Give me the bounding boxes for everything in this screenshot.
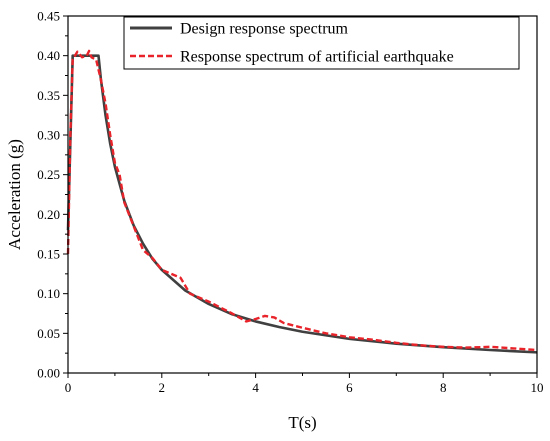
y-tick-label: 0.25 — [37, 167, 60, 182]
y-tick-label: 0.45 — [37, 9, 60, 24]
y-tick-label: 0.10 — [37, 286, 60, 301]
legend-label-design: Design response spectrum — [180, 21, 349, 38]
x-tick-label: 10 — [531, 380, 544, 395]
y-tick-label: 0.40 — [37, 48, 60, 63]
y-tick-label: 0.30 — [37, 128, 60, 143]
series-line-0 — [66, 54, 538, 354]
plot-frame — [67, 15, 538, 374]
series-line-1 — [66, 49, 538, 352]
series-layer — [66, 49, 538, 354]
x-axis-title: T(s) — [288, 413, 316, 432]
y-axis-title: Acceleration (g) — [5, 139, 24, 250]
y-tick-label: 0.20 — [37, 207, 60, 222]
legend-label-artificial: Response spectrum of artificial earthqua… — [180, 49, 454, 66]
ticks: 0 2 4 6 8 10 0.00 0.05 0.10 0.15 0.20 0.25 0.30 0.35 0… — [37, 9, 543, 396]
y-tick-label: 0.35 — [37, 88, 60, 103]
legend-box — [123, 16, 520, 70]
y-tick-label: 0.05 — [37, 326, 60, 341]
y-tick-label: 0.00 — [37, 366, 60, 381]
axes — [67, 15, 538, 374]
x-tick-label: 4 — [252, 380, 259, 395]
legend: Design response spectrum Response spectr… — [123, 16, 520, 70]
x-tick-label: 6 — [346, 380, 353, 395]
x-tick-label: 2 — [159, 380, 166, 395]
x-tick-label: 0 — [65, 380, 72, 395]
y-tick-label: 0.15 — [37, 247, 60, 262]
x-tick-label: 8 — [440, 380, 447, 395]
